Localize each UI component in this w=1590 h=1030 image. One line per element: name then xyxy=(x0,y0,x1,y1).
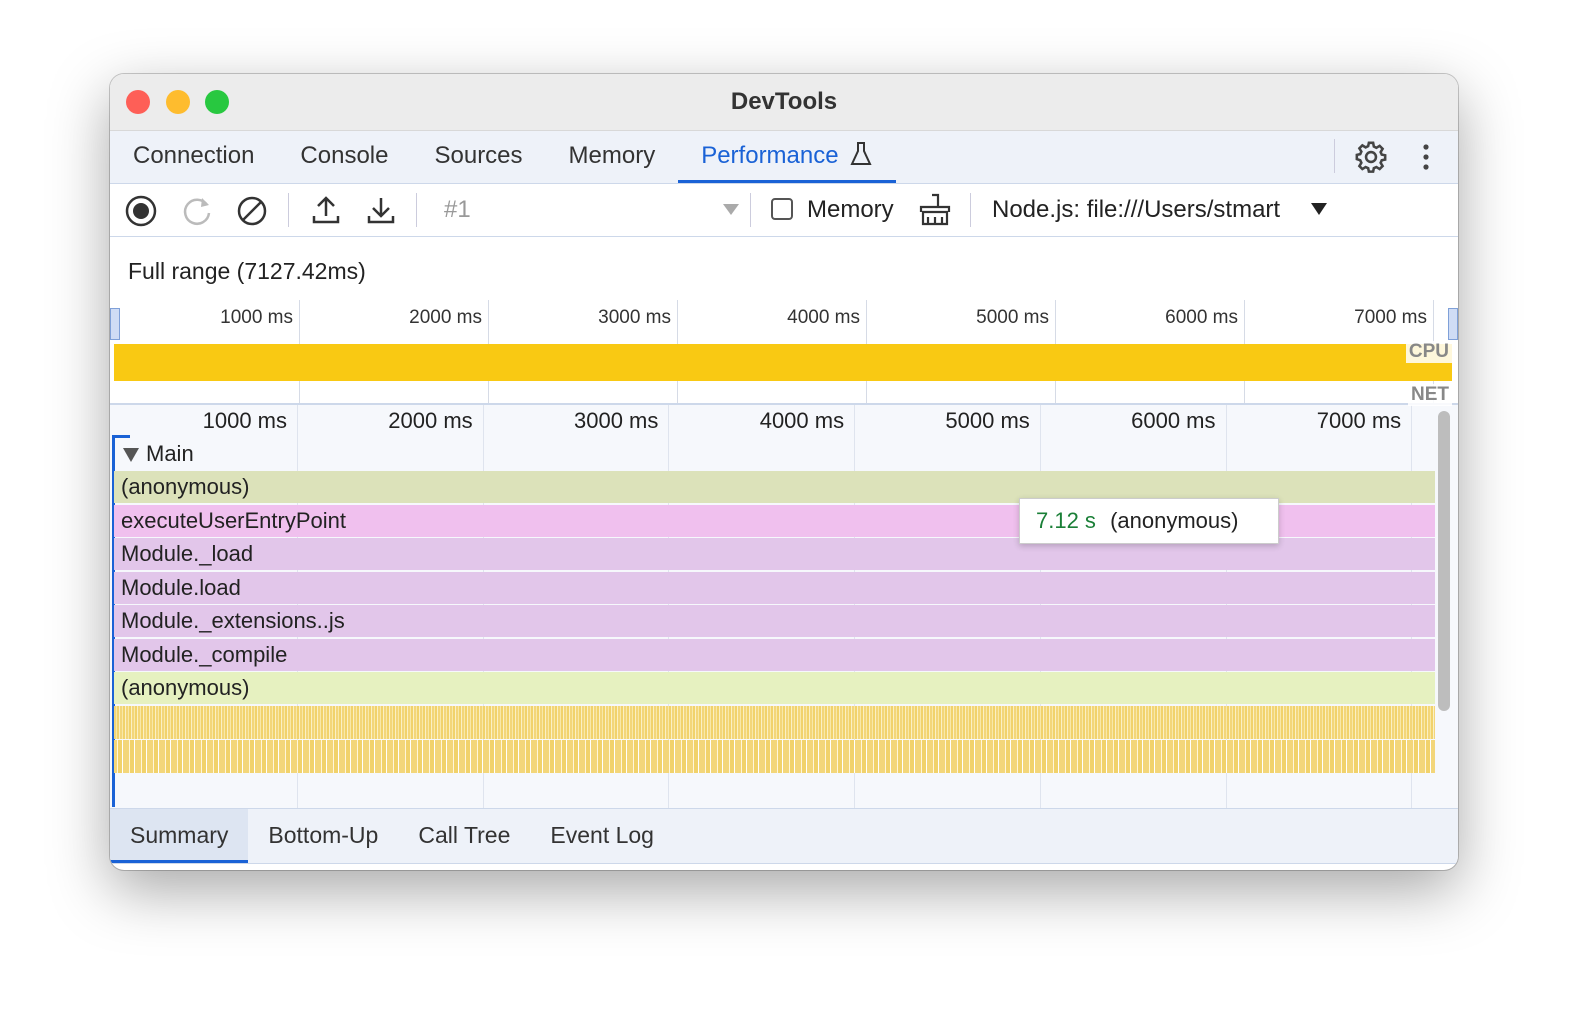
bottom-tab[interactable]: Call Tree xyxy=(418,822,511,848)
tab[interactable]: Sources xyxy=(434,142,523,169)
toolbar: #1 Memory Node.js: file:///Users/stmart xyxy=(110,184,1458,237)
cpu-label: CPU xyxy=(1405,341,1452,363)
close-button[interactable] xyxy=(126,90,150,114)
timeline-tick-label: 7000 ms xyxy=(1316,408,1402,433)
timeline-tick-label: 6000 ms xyxy=(1131,408,1216,433)
bottom-tab-bar: Summary Bottom-Up Call Tree Event Log xyxy=(110,808,1458,864)
bottom-tab[interactable]: Bottom-Up xyxy=(268,822,379,848)
overview-tick-label: 2000 ms xyxy=(409,307,482,328)
bottom-tab[interactable]: Event Log xyxy=(550,822,654,848)
activity-stripes xyxy=(114,740,1435,773)
flame-row[interactable]: Module._extensions..js xyxy=(114,605,1435,637)
recording-select[interactable]: #1 xyxy=(444,196,471,223)
tab[interactable]: Performance xyxy=(678,131,896,183)
zoom-button[interactable] xyxy=(205,90,229,114)
track-marker xyxy=(112,435,115,807)
track-marker-top xyxy=(112,435,130,438)
overview-tick-label: 4000 ms xyxy=(787,307,860,328)
bottom-tab[interactable]: Summary xyxy=(110,809,249,863)
timeline-tick-label: 2000 ms xyxy=(388,408,473,433)
tab[interactable]: Console xyxy=(300,142,389,169)
tab-bar: Connection Console Sources Memory Performanc… xyxy=(110,131,1458,184)
range-handle-left[interactable] xyxy=(110,308,120,340)
divider xyxy=(110,403,1458,405)
flame-row[interactable]: (anonymous) xyxy=(114,471,1435,503)
overview-tick-label: 6000 ms xyxy=(1165,307,1238,328)
flame-row[interactable]: (anonymous) xyxy=(114,672,1435,704)
settings-icon[interactable] xyxy=(1354,140,1388,174)
separator xyxy=(970,193,971,227)
activity-stripes xyxy=(114,706,1435,739)
expand-toggle[interactable] xyxy=(122,447,140,463)
reload-button[interactable] xyxy=(180,194,214,228)
separator xyxy=(416,193,417,227)
tooltip-duration: 7.12 s xyxy=(1036,508,1096,533)
scrollbar[interactable] xyxy=(1438,411,1450,711)
memory-label: Memory xyxy=(807,196,894,223)
load-profile-button[interactable] xyxy=(310,194,342,226)
tab[interactable]: Connection xyxy=(133,142,255,169)
flame-row[interactable]: Module.load xyxy=(114,571,1435,604)
flame-chart: 1000 ms 2000 ms 3000 ms 4000 ms 5000 ms 6000 … xyxy=(110,405,1458,808)
track-name: Main xyxy=(146,441,194,466)
target-select[interactable]: Node.js: file:///Users/stmart xyxy=(992,196,1281,223)
separator xyxy=(288,193,289,227)
separator xyxy=(1334,139,1335,173)
timeline-tick-label: 4000 ms xyxy=(759,408,845,433)
cpu-activity xyxy=(114,344,1452,381)
save-profile-button[interactable] xyxy=(365,194,397,226)
net-label: NET xyxy=(1408,384,1452,406)
title-bar: DevTools xyxy=(110,74,1458,131)
overview-tick-label: 1000 ms xyxy=(220,307,293,328)
overview-tick-label: 5000 ms xyxy=(976,307,1049,328)
overview-tick-label: 7000 ms xyxy=(1354,307,1427,328)
dropdown-arrow[interactable] xyxy=(1310,202,1328,216)
tab[interactable]: Memory xyxy=(568,142,656,169)
record-button[interactable] xyxy=(124,194,158,228)
separator xyxy=(750,193,751,227)
tooltip-name: (anonymous) xyxy=(1110,508,1239,533)
flame-row[interactable]: Module._compile xyxy=(114,638,1435,671)
dropdown-arrow[interactable] xyxy=(722,202,740,216)
overview-tick-label: 3000 ms xyxy=(598,307,671,328)
devtools-window: DevTools Connection Console Sources Memory P… xyxy=(110,74,1458,870)
window-title: DevTools xyxy=(730,88,838,115)
timeline-tick-label: 5000 ms xyxy=(945,408,1030,433)
range-label: Full range (7127.42ms) xyxy=(128,258,366,284)
memory-checkbox[interactable] xyxy=(771,198,793,220)
minimize-button[interactable] xyxy=(166,90,190,114)
collect-garbage-button[interactable] xyxy=(918,192,952,228)
experiment-icon xyxy=(850,142,872,165)
more-menu[interactable] xyxy=(1416,142,1436,172)
timeline-tick-label: 3000 ms xyxy=(574,408,659,433)
timeline-tick-label: 1000 ms xyxy=(202,408,287,433)
clear-button[interactable] xyxy=(235,194,269,228)
tooltip: 7.12 s (anonymous) xyxy=(1019,498,1279,544)
range-handle-right[interactable] xyxy=(1448,308,1458,340)
